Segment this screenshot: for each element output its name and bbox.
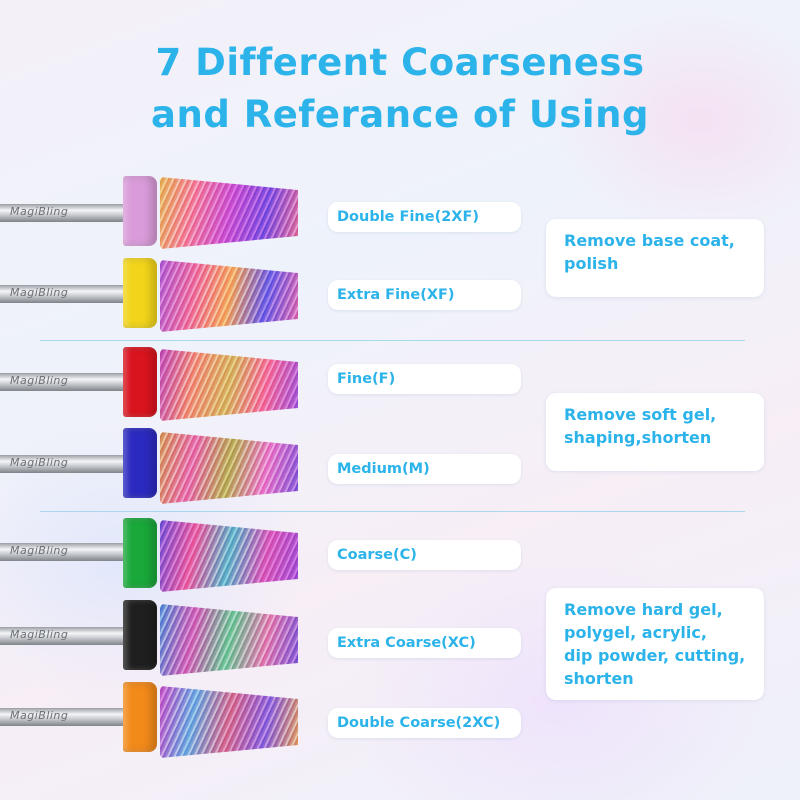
brand-engraving: MagiBling: [10, 456, 69, 469]
usage-text: shaping,shorten: [564, 428, 712, 447]
bit-label-f: Fine(F): [328, 364, 521, 394]
usage-text: Remove soft gel,: [564, 405, 717, 424]
bit-shank-xc: MagiBling: [0, 627, 128, 645]
brand-engraving: MagiBling: [10, 628, 69, 641]
bit-head-xc: [160, 604, 298, 676]
bit-head-2xf: [160, 177, 298, 249]
usage-box-coarse: Remove hard gel, polygel, acrylic, dip p…: [546, 588, 764, 700]
bit-collar-m: [123, 428, 157, 498]
bit-collar-xf: [123, 258, 157, 328]
title-line-1: 7 Different Coarseness: [155, 41, 645, 84]
group-divider-1: [40, 340, 745, 341]
bit-collar-2xc: [123, 682, 157, 752]
bit-shank-2xf: MagiBling: [0, 204, 128, 222]
bit-head-c: [160, 520, 298, 592]
brand-engraving: MagiBling: [10, 205, 69, 218]
bit-head-xf: [160, 260, 298, 332]
brand-engraving: MagiBling: [10, 709, 69, 722]
bit-collar-f: [123, 347, 157, 417]
bit-head-m: [160, 432, 298, 504]
usage-box-medium: Remove soft gel, shaping,shorten: [546, 393, 764, 471]
bit-label-xc: Extra Coarse(XC): [328, 628, 521, 658]
usage-box-fine: Remove base coat, polish: [546, 219, 764, 297]
usage-text: Remove base coat,: [564, 231, 735, 250]
title-line-2: and Referance of Using: [151, 93, 649, 136]
bit-collar-xc: [123, 600, 157, 670]
usage-text: polish: [564, 254, 619, 273]
bit-shank-m: MagiBling: [0, 455, 128, 473]
brand-engraving: MagiBling: [10, 374, 69, 387]
bit-label-m: Medium(M): [328, 454, 521, 484]
bit-collar-2xf: [123, 176, 157, 246]
usage-text: polygel, acrylic,: [564, 623, 707, 642]
usage-text: Remove hard gel,: [564, 600, 723, 619]
group-divider-2: [40, 511, 745, 512]
brand-engraving: MagiBling: [10, 544, 69, 557]
bit-label-c: Coarse(C): [328, 540, 521, 570]
brand-engraving: MagiBling: [10, 286, 69, 299]
bit-shank-f: MagiBling: [0, 373, 128, 391]
bit-shank-xf: MagiBling: [0, 285, 128, 303]
bit-collar-c: [123, 518, 157, 588]
bit-head-2xc: [160, 686, 298, 758]
bit-shank-c: MagiBling: [0, 543, 128, 561]
bit-head-f: [160, 349, 298, 421]
usage-text: dip powder, cutting,: [564, 646, 746, 665]
usage-text: shorten: [564, 669, 634, 688]
bit-label-2xf: Double Fine(2XF): [328, 202, 521, 232]
bit-label-2xc: Double Coarse(2XC): [328, 708, 521, 738]
bit-label-xf: Extra Fine(XF): [328, 280, 521, 310]
bit-shank-2xc: MagiBling: [0, 708, 128, 726]
